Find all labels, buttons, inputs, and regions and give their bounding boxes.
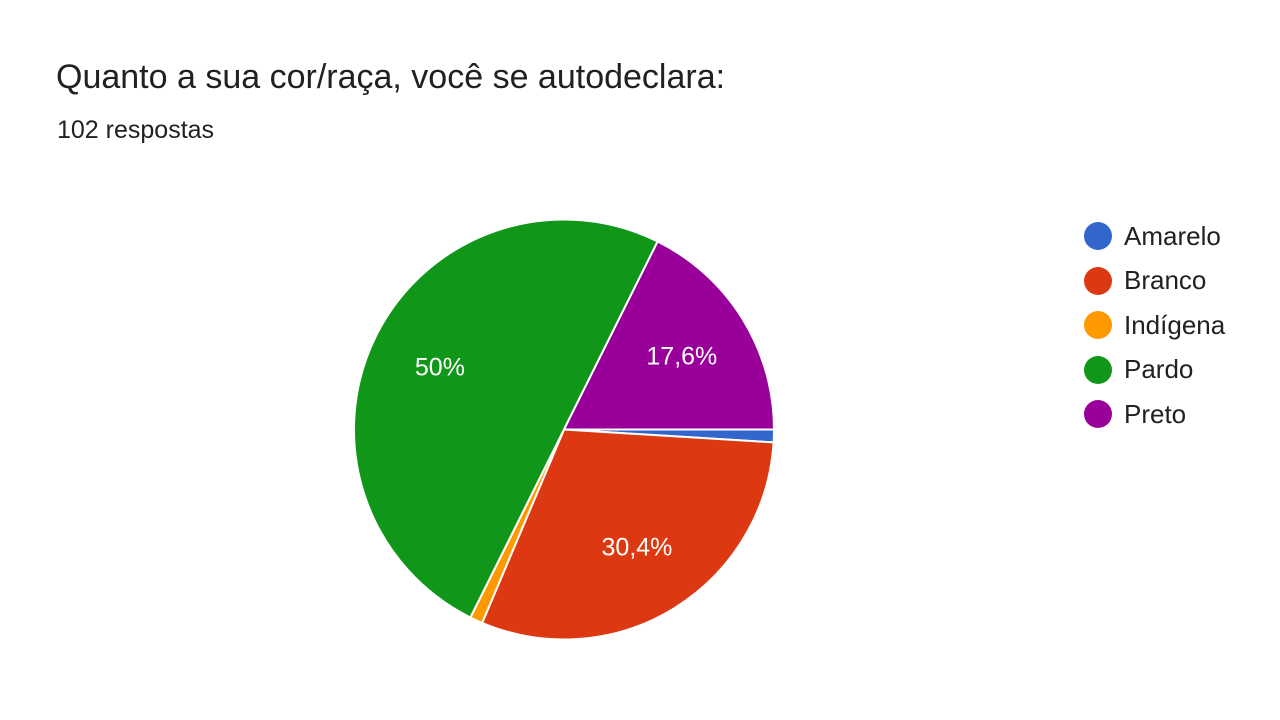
legend-label: Indígena (1124, 309, 1226, 340)
legend-item-branco[interactable]: Branco (1084, 259, 1225, 304)
response-count: 102 respostas (57, 116, 215, 144)
legend-item-amarelo[interactable]: Amarelo (1084, 214, 1225, 259)
slice-percent-label: 30,4% (602, 533, 673, 561)
pie-slice-pardo[interactable] (353, 218, 659, 619)
legend-label: Branco (1124, 265, 1207, 296)
pie-slice-branco[interactable] (481, 428, 775, 641)
legend-item-preto[interactable]: Preto (1084, 392, 1225, 437)
legend-swatch (1084, 222, 1112, 251)
legend-label: Pardo (1124, 354, 1194, 385)
legend-item-indigena[interactable]: Indígena (1084, 303, 1225, 348)
legend-swatch (1084, 266, 1112, 295)
legend-swatch (1084, 400, 1112, 429)
legend: Amarelo Branco Indígena Pardo Preto (1084, 214, 1225, 437)
legend-label: Preto (1124, 398, 1187, 429)
chart-title: Quanto a sua cor/raça, você se autodecla… (56, 58, 726, 96)
legend-swatch (1084, 355, 1112, 384)
legend-label: Amarelo (1124, 220, 1221, 251)
pie-slice-preto[interactable] (563, 240, 775, 431)
slice-percent-label: 17,6% (646, 343, 717, 371)
slice-percent-label: 50% (415, 354, 465, 382)
legend-item-pardo[interactable]: Pardo (1084, 348, 1225, 393)
legend-swatch (1084, 311, 1112, 340)
